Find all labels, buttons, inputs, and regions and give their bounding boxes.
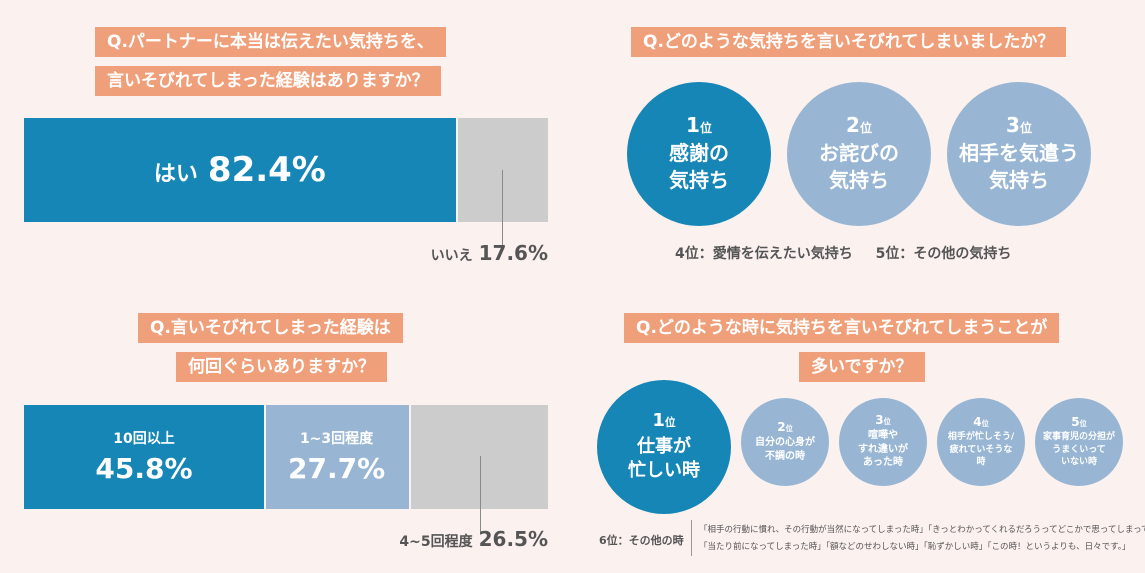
q4-rank-6-note-2: 「当たり前になってしまった時」「額などのせわしない時」「恥ずかしい時」「この時！… xyxy=(699,542,1131,552)
q4-rank-1-circle: 1位 仕事が 忙しい時 xyxy=(597,380,731,514)
q2-bar-1to3 xyxy=(265,405,410,509)
q1-no-leader xyxy=(502,170,503,248)
q1-title-line1: Q.パートナーに本当は伝えたい気持ちを、 xyxy=(95,27,446,57)
q4-rank-5-circle: 5位 家事育児の分担が うまくいって いない時 xyxy=(1035,398,1123,486)
q2-title-line2: 何回ぐらいありますか？ xyxy=(176,352,387,382)
q4-rank-5-number: 5位 xyxy=(1071,415,1087,430)
q2-10plus-category: 10回以上 xyxy=(113,431,175,447)
q2-4to5-label: 4~5回程度 26.5% xyxy=(399,527,548,551)
q4-rank-3-text: 喧嘩や すれ違いが あった時 xyxy=(858,430,908,469)
q4-rank-3-circle: 3位 喧嘩や すれ違いが あった時 xyxy=(839,398,927,486)
q3-rank-3-circle: 3位 相手を気遣う 気持ち xyxy=(947,82,1091,226)
q3-rank-2-text: お詫びの 気持ち xyxy=(819,141,899,192)
q2-title-line1: Q.言いそびれてしまった経験は xyxy=(138,313,403,343)
q4-rank-1-number: 1位 xyxy=(652,409,676,431)
q1-title-line2: 言いそびれてしまった経験はありますか？ xyxy=(95,66,441,96)
q2-bar-4to5 xyxy=(411,405,548,509)
q2-10plus-label: 10回以上 45.8% xyxy=(24,428,264,485)
q1-bar-yes xyxy=(24,118,456,222)
q4-rank-6-note-1: 「相手の行動に慣れ、その行動が当然になってしまった時」「きっとわかってくれるだろ… xyxy=(699,525,1145,535)
q4-rank-4-text: 相手が忙しそう/ 疲れていそうな 時 xyxy=(947,432,1015,467)
q4-rank-3-number: 3位 xyxy=(875,413,891,428)
q3-rank-4-text: 4位：愛情を伝えたい気持ち xyxy=(675,246,853,262)
q2-bar-10plus xyxy=(24,405,264,509)
q3-title: Q.どのような気持ちを言いそびれてしまいましたか？ xyxy=(631,27,1067,57)
q4-rank-4-number: 4位 xyxy=(973,415,989,430)
q2-4to5-value: 26.5% xyxy=(478,527,548,551)
q4-rank-2-circle: 2位 自分の心身が 不調の時 xyxy=(741,398,829,486)
q2-4to5-leader xyxy=(480,456,481,534)
q2-1to3-category: 1~3回程度 xyxy=(299,431,374,447)
q3-rank-1-number: 1位 xyxy=(686,113,712,137)
q3-rank-3-number: 3位 xyxy=(1006,113,1032,137)
q1-yes-label: はい 82.4% xyxy=(24,150,456,190)
q1-no-label: いいえ 17.6% xyxy=(431,241,548,265)
q4-rank-6-title: 6位：その他の時 xyxy=(599,534,684,547)
q1-yes-category: はい xyxy=(153,162,198,187)
q3-rank-2-number: 2位 xyxy=(846,113,872,137)
q4-rank-2-text: 自分の心身が 不調の時 xyxy=(755,437,815,462)
q3-rank-5-text: 5位：その他の気持ち xyxy=(875,246,1012,262)
q4-rank-2-number: 2位 xyxy=(777,419,793,434)
q2-stacked-bar xyxy=(24,405,548,509)
q3-rank-1-text: 感謝の 気持ち xyxy=(669,141,729,192)
q1-yes-value: 82.4% xyxy=(207,150,326,190)
q4-title-line1: Q.どのような時に気持ちを言いそびれてしまうことが xyxy=(624,313,1060,343)
q2-10plus-value: 45.8% xyxy=(95,452,193,485)
q4-rank-6-divider xyxy=(691,520,692,556)
q1-no-category: いいえ xyxy=(430,248,473,264)
q3-others: 4位：愛情を伝えたい気持ち 5位：その他の気持ち xyxy=(675,243,1011,263)
q2-1to3-label: 1~3回程度 27.7% xyxy=(264,428,409,485)
q4-rank-4-circle: 4位 相手が忙しそう/ 疲れていそうな 時 xyxy=(937,398,1025,486)
q3-rank-1-circle: 1位 感謝の 気持ち xyxy=(627,82,771,226)
q1-no-value: 17.6% xyxy=(478,241,548,265)
q4-title-line2: 多いですか？ xyxy=(799,352,925,382)
q4-rank-1-text: 仕事が 忙しい時 xyxy=(628,435,700,481)
q3-rank-2-circle: 2位 お詫びの 気持ち xyxy=(787,82,931,226)
q3-rank-3-text: 相手を気遣う 気持ち xyxy=(959,141,1079,192)
q4-rank-5-text: 家事育児の分担が うまくいって いない時 xyxy=(1042,432,1115,467)
q2-1to3-value: 27.7% xyxy=(287,452,386,485)
q2-4to5-category: 4~5回程度 xyxy=(399,534,473,550)
